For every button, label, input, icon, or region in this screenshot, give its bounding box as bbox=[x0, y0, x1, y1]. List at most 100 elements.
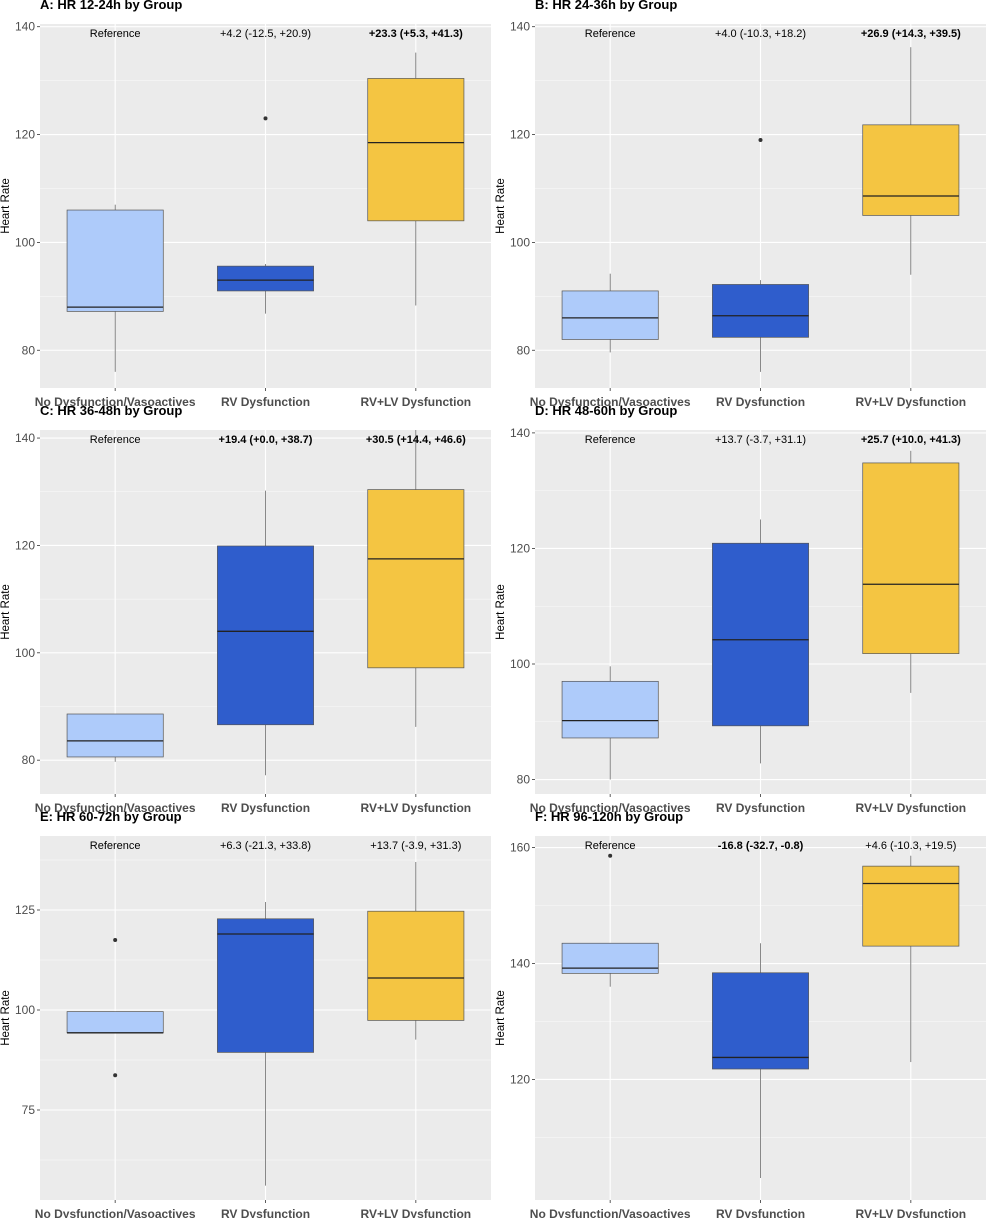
panel-c: 80 100 120 140 No Dysfunction/Vasoactives RV … bbox=[0, 403, 491, 815]
x-tick-label: RV Dysfunction bbox=[221, 1207, 310, 1218]
y-axis-label: Heart Rate bbox=[0, 584, 12, 640]
annotation-label: Reference bbox=[90, 840, 141, 852]
y-tick-label: 100 bbox=[15, 235, 35, 249]
annotation-label: +30.5 (+14.4, +46.6) bbox=[366, 434, 466, 446]
panel-f: 120 140 160 No Dysfunction/Vasoactives RV Dy… bbox=[495, 809, 986, 1218]
box-2 bbox=[217, 490, 314, 776]
y-tick-label: 120 bbox=[510, 128, 530, 142]
box-3 bbox=[367, 52, 465, 306]
panel-e: 75 100 125 No Dysfunction/Vasoactives RV Dys… bbox=[0, 809, 491, 1218]
y-tick-label: 140 bbox=[510, 957, 530, 971]
x-tick-label: RV+LV Dysfunction bbox=[361, 1207, 472, 1218]
y-tick-label: 80 bbox=[517, 343, 531, 357]
box-body bbox=[367, 910, 465, 1021]
y-tick-label: 160 bbox=[510, 841, 530, 855]
outlier-point bbox=[758, 137, 763, 142]
x-tick-label: No Dysfunction/Vasoactives bbox=[35, 395, 196, 409]
annotation-label: +4.0 (-10.3, +18.2) bbox=[715, 28, 806, 40]
annotation-label: -16.8 (-32.7, -0.8) bbox=[718, 840, 804, 852]
x-tick-label: RV Dysfunction bbox=[716, 801, 805, 815]
x-tick-label: RV+LV Dysfunction bbox=[361, 801, 472, 815]
box-2 bbox=[217, 116, 314, 314]
box-3 bbox=[367, 862, 465, 1040]
panel-title: D: HR 48-60h by Group bbox=[535, 403, 677, 418]
y-tick-label: 120 bbox=[510, 1072, 530, 1086]
box-body bbox=[217, 545, 314, 726]
box-body bbox=[862, 865, 960, 947]
outlier-point bbox=[263, 116, 268, 121]
panel-title: A: HR 12-24h by Group bbox=[40, 0, 182, 12]
box-3 bbox=[367, 430, 465, 727]
x-tick-label: RV Dysfunction bbox=[221, 801, 310, 815]
y-axis-label: Heart Rate bbox=[495, 990, 507, 1046]
x-tick-label: No Dysfunction/Vasoactives bbox=[530, 395, 691, 409]
box-2 bbox=[712, 943, 809, 1178]
y-axis-label: Heart Rate bbox=[0, 178, 12, 234]
annotation-label: +19.4 (+0.0, +38.7) bbox=[219, 434, 313, 446]
annotation-label: Reference bbox=[585, 28, 636, 40]
box-body bbox=[66, 1011, 164, 1034]
annotation-label: +4.6 (-10.3, +19.5) bbox=[865, 840, 956, 852]
y-tick-label: 80 bbox=[22, 343, 36, 357]
y-tick-label: 100 bbox=[15, 646, 35, 660]
y-tick-label: 140 bbox=[15, 431, 35, 445]
box-2 bbox=[217, 902, 314, 1186]
y-tick-label: 140 bbox=[15, 20, 35, 34]
y-tick-label: 140 bbox=[510, 20, 530, 34]
box-body bbox=[712, 972, 809, 1070]
box-body bbox=[367, 489, 465, 669]
x-tick-label: RV Dysfunction bbox=[716, 1207, 805, 1218]
outlier-point bbox=[113, 938, 118, 942]
outlier-point bbox=[608, 853, 613, 858]
box-body bbox=[217, 918, 314, 1053]
y-axis-label: Heart Rate bbox=[495, 178, 507, 234]
annotation-label: Reference bbox=[90, 434, 141, 446]
box-body bbox=[862, 124, 960, 216]
box-body bbox=[561, 290, 659, 340]
annotation-label: +13.7 (-3.7, +31.1) bbox=[715, 434, 806, 446]
box-1 bbox=[561, 666, 659, 780]
box-body bbox=[712, 284, 809, 338]
box-3 bbox=[862, 855, 960, 1063]
y-tick-label: 100 bbox=[510, 657, 530, 671]
box-1 bbox=[561, 273, 659, 353]
y-tick-label: 120 bbox=[15, 538, 35, 552]
box-body bbox=[561, 680, 659, 739]
panel-d: 80 100 120 140 No Dysfunction/Vasoactives RV … bbox=[495, 403, 986, 815]
outlier-point bbox=[113, 1073, 118, 1078]
box-1 bbox=[66, 713, 164, 762]
annotation-label: +13.7 (-3.9, +31.3) bbox=[370, 840, 461, 852]
box-body bbox=[66, 209, 164, 312]
y-axis-label: Heart Rate bbox=[0, 990, 12, 1046]
annotation-label: +4.2 (-12.5, +20.9) bbox=[220, 28, 311, 40]
annotation-label: +25.7 (+10.0, +41.3) bbox=[861, 434, 961, 446]
box-body bbox=[561, 942, 659, 974]
box-1 bbox=[66, 204, 164, 372]
x-tick-label: No Dysfunction/Vasoactives bbox=[530, 1207, 691, 1218]
annotation-label: +26.9 (+14.3, +39.5) bbox=[861, 28, 961, 40]
box-1 bbox=[561, 853, 659, 987]
box-2 bbox=[712, 519, 809, 764]
y-tick-label: 75 bbox=[22, 1103, 36, 1117]
box-body bbox=[367, 78, 465, 222]
panel-title: B: HR 24-36h by Group bbox=[535, 0, 677, 12]
y-tick-label: 140 bbox=[510, 426, 530, 440]
x-tick-label: No Dysfunction/Vasoactives bbox=[35, 801, 196, 815]
panel-title: E: HR 60-72h by Group bbox=[40, 809, 182, 824]
annotation-label: Reference bbox=[585, 434, 636, 446]
annotation-label: Reference bbox=[90, 28, 141, 40]
panel-title: C: HR 36-48h by Group bbox=[40, 403, 182, 418]
x-tick-label: RV+LV Dysfunction bbox=[361, 395, 472, 409]
box-3 bbox=[862, 47, 960, 275]
panel-title: F: HR 96-120h by Group bbox=[535, 809, 683, 824]
y-tick-label: 100 bbox=[15, 1003, 35, 1017]
box-body bbox=[862, 462, 960, 654]
panel-b: 80 100 120 140 No Dysfunction/Vasoactives RV … bbox=[495, 0, 986, 409]
annotation-label: Reference bbox=[585, 840, 636, 852]
box-3 bbox=[862, 450, 960, 693]
y-tick-label: 80 bbox=[517, 773, 531, 787]
x-tick-label: No Dysfunction/Vasoactives bbox=[35, 1207, 196, 1218]
y-tick-label: 120 bbox=[510, 541, 530, 555]
box-2 bbox=[712, 137, 809, 372]
